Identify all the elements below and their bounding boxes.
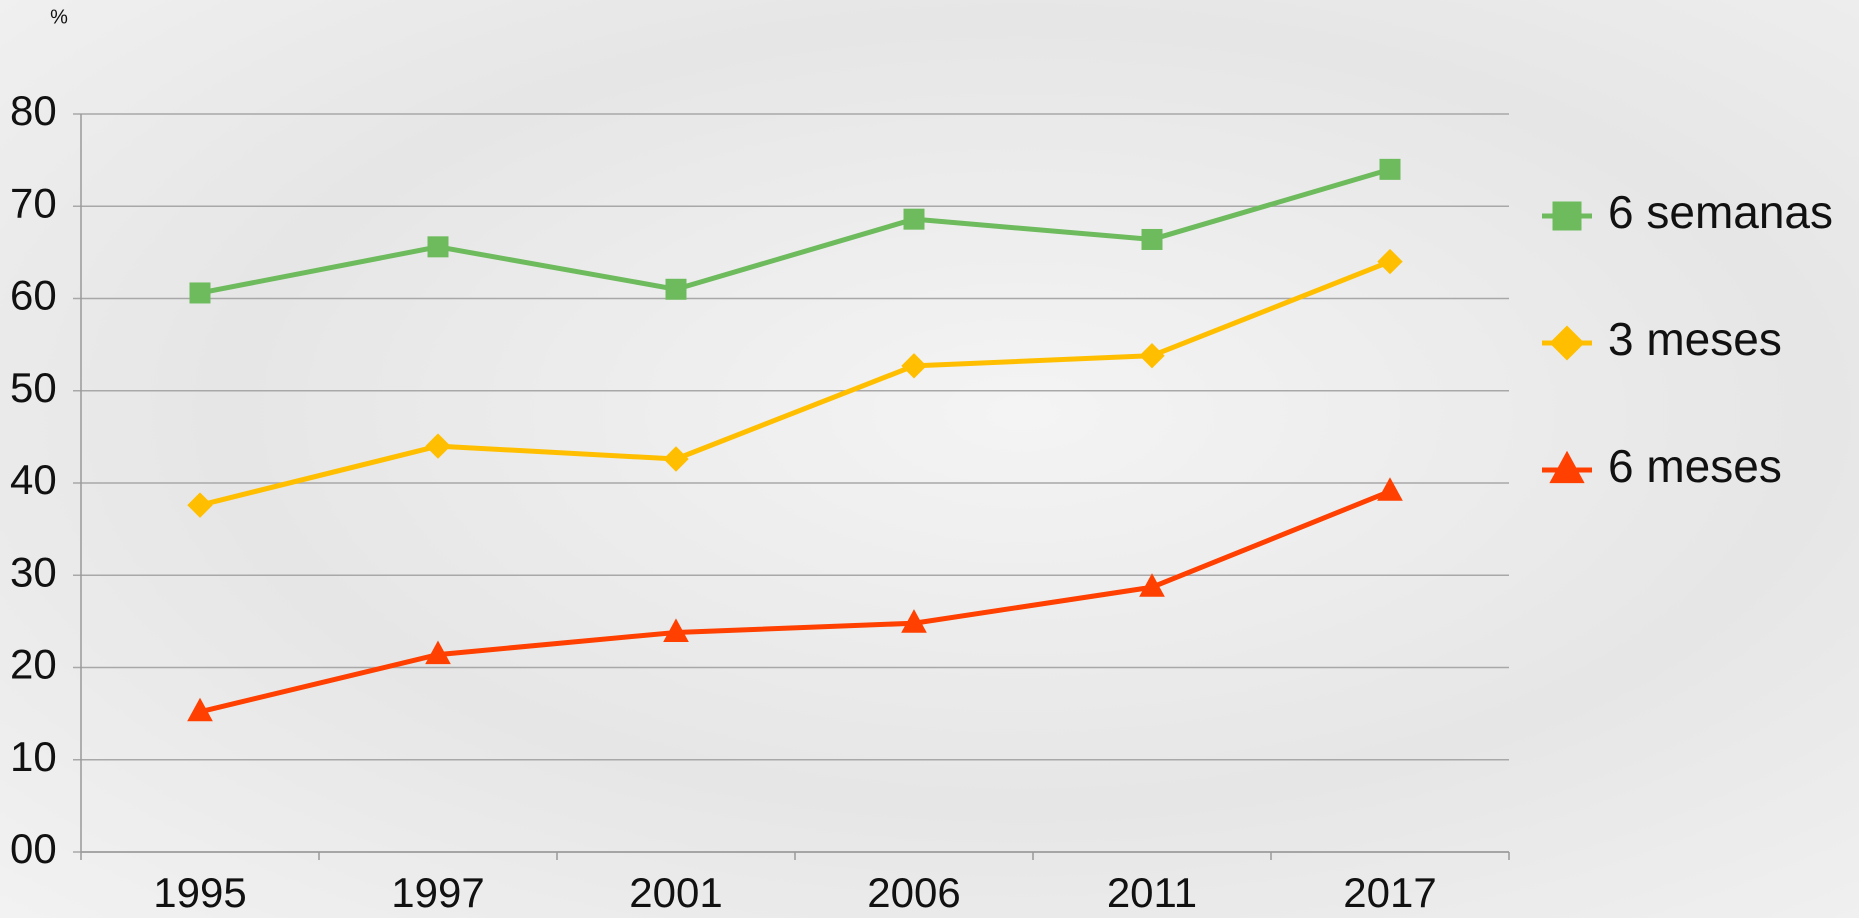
point <box>1380 159 1400 179</box>
point <box>666 279 686 299</box>
point <box>1142 229 1162 249</box>
point <box>1378 250 1402 274</box>
y-tick-label: 40 <box>10 456 57 503</box>
x-tick-label: 1997 <box>391 869 484 916</box>
y-tick-label: 30 <box>10 548 57 595</box>
legend-marker <box>1550 326 1584 360</box>
point <box>190 283 210 303</box>
x-tick-label: 2006 <box>867 869 960 916</box>
point <box>664 447 688 471</box>
y-axis-label: % <box>50 6 68 28</box>
x-tick-label: 2001 <box>629 869 722 916</box>
y-tick-label: 70 <box>10 179 57 226</box>
y-tick-label: 50 <box>10 364 57 411</box>
legend-marker <box>1553 202 1581 230</box>
y-tick-label: 20 <box>10 641 57 688</box>
series-line <box>200 491 1390 711</box>
chart: % 00 10 20 30 40 50 60 70 80 1995 1997 2001 2006 2011… <box>0 0 1859 918</box>
point <box>426 434 450 458</box>
y-tick-label: 10 <box>10 733 57 780</box>
legend-label: 6 meses <box>1608 440 1782 492</box>
point <box>1378 478 1402 500</box>
y-tick-label: 60 <box>10 272 57 319</box>
point <box>904 209 924 229</box>
y-tick-label: 00 <box>10 825 57 872</box>
legend-label: 6 semanas <box>1608 186 1833 238</box>
point <box>1140 344 1164 368</box>
legend-marker <box>1550 452 1584 483</box>
series-line <box>200 169 1390 293</box>
point <box>428 237 448 257</box>
y-tick-label: 80 <box>10 87 57 134</box>
legend-label: 3 meses <box>1608 313 1782 365</box>
point <box>188 493 212 517</box>
point <box>902 354 926 378</box>
x-tick-label: 1995 <box>153 869 246 916</box>
x-tick-label: 2017 <box>1343 869 1436 916</box>
x-tick-label: 2011 <box>1107 869 1197 916</box>
